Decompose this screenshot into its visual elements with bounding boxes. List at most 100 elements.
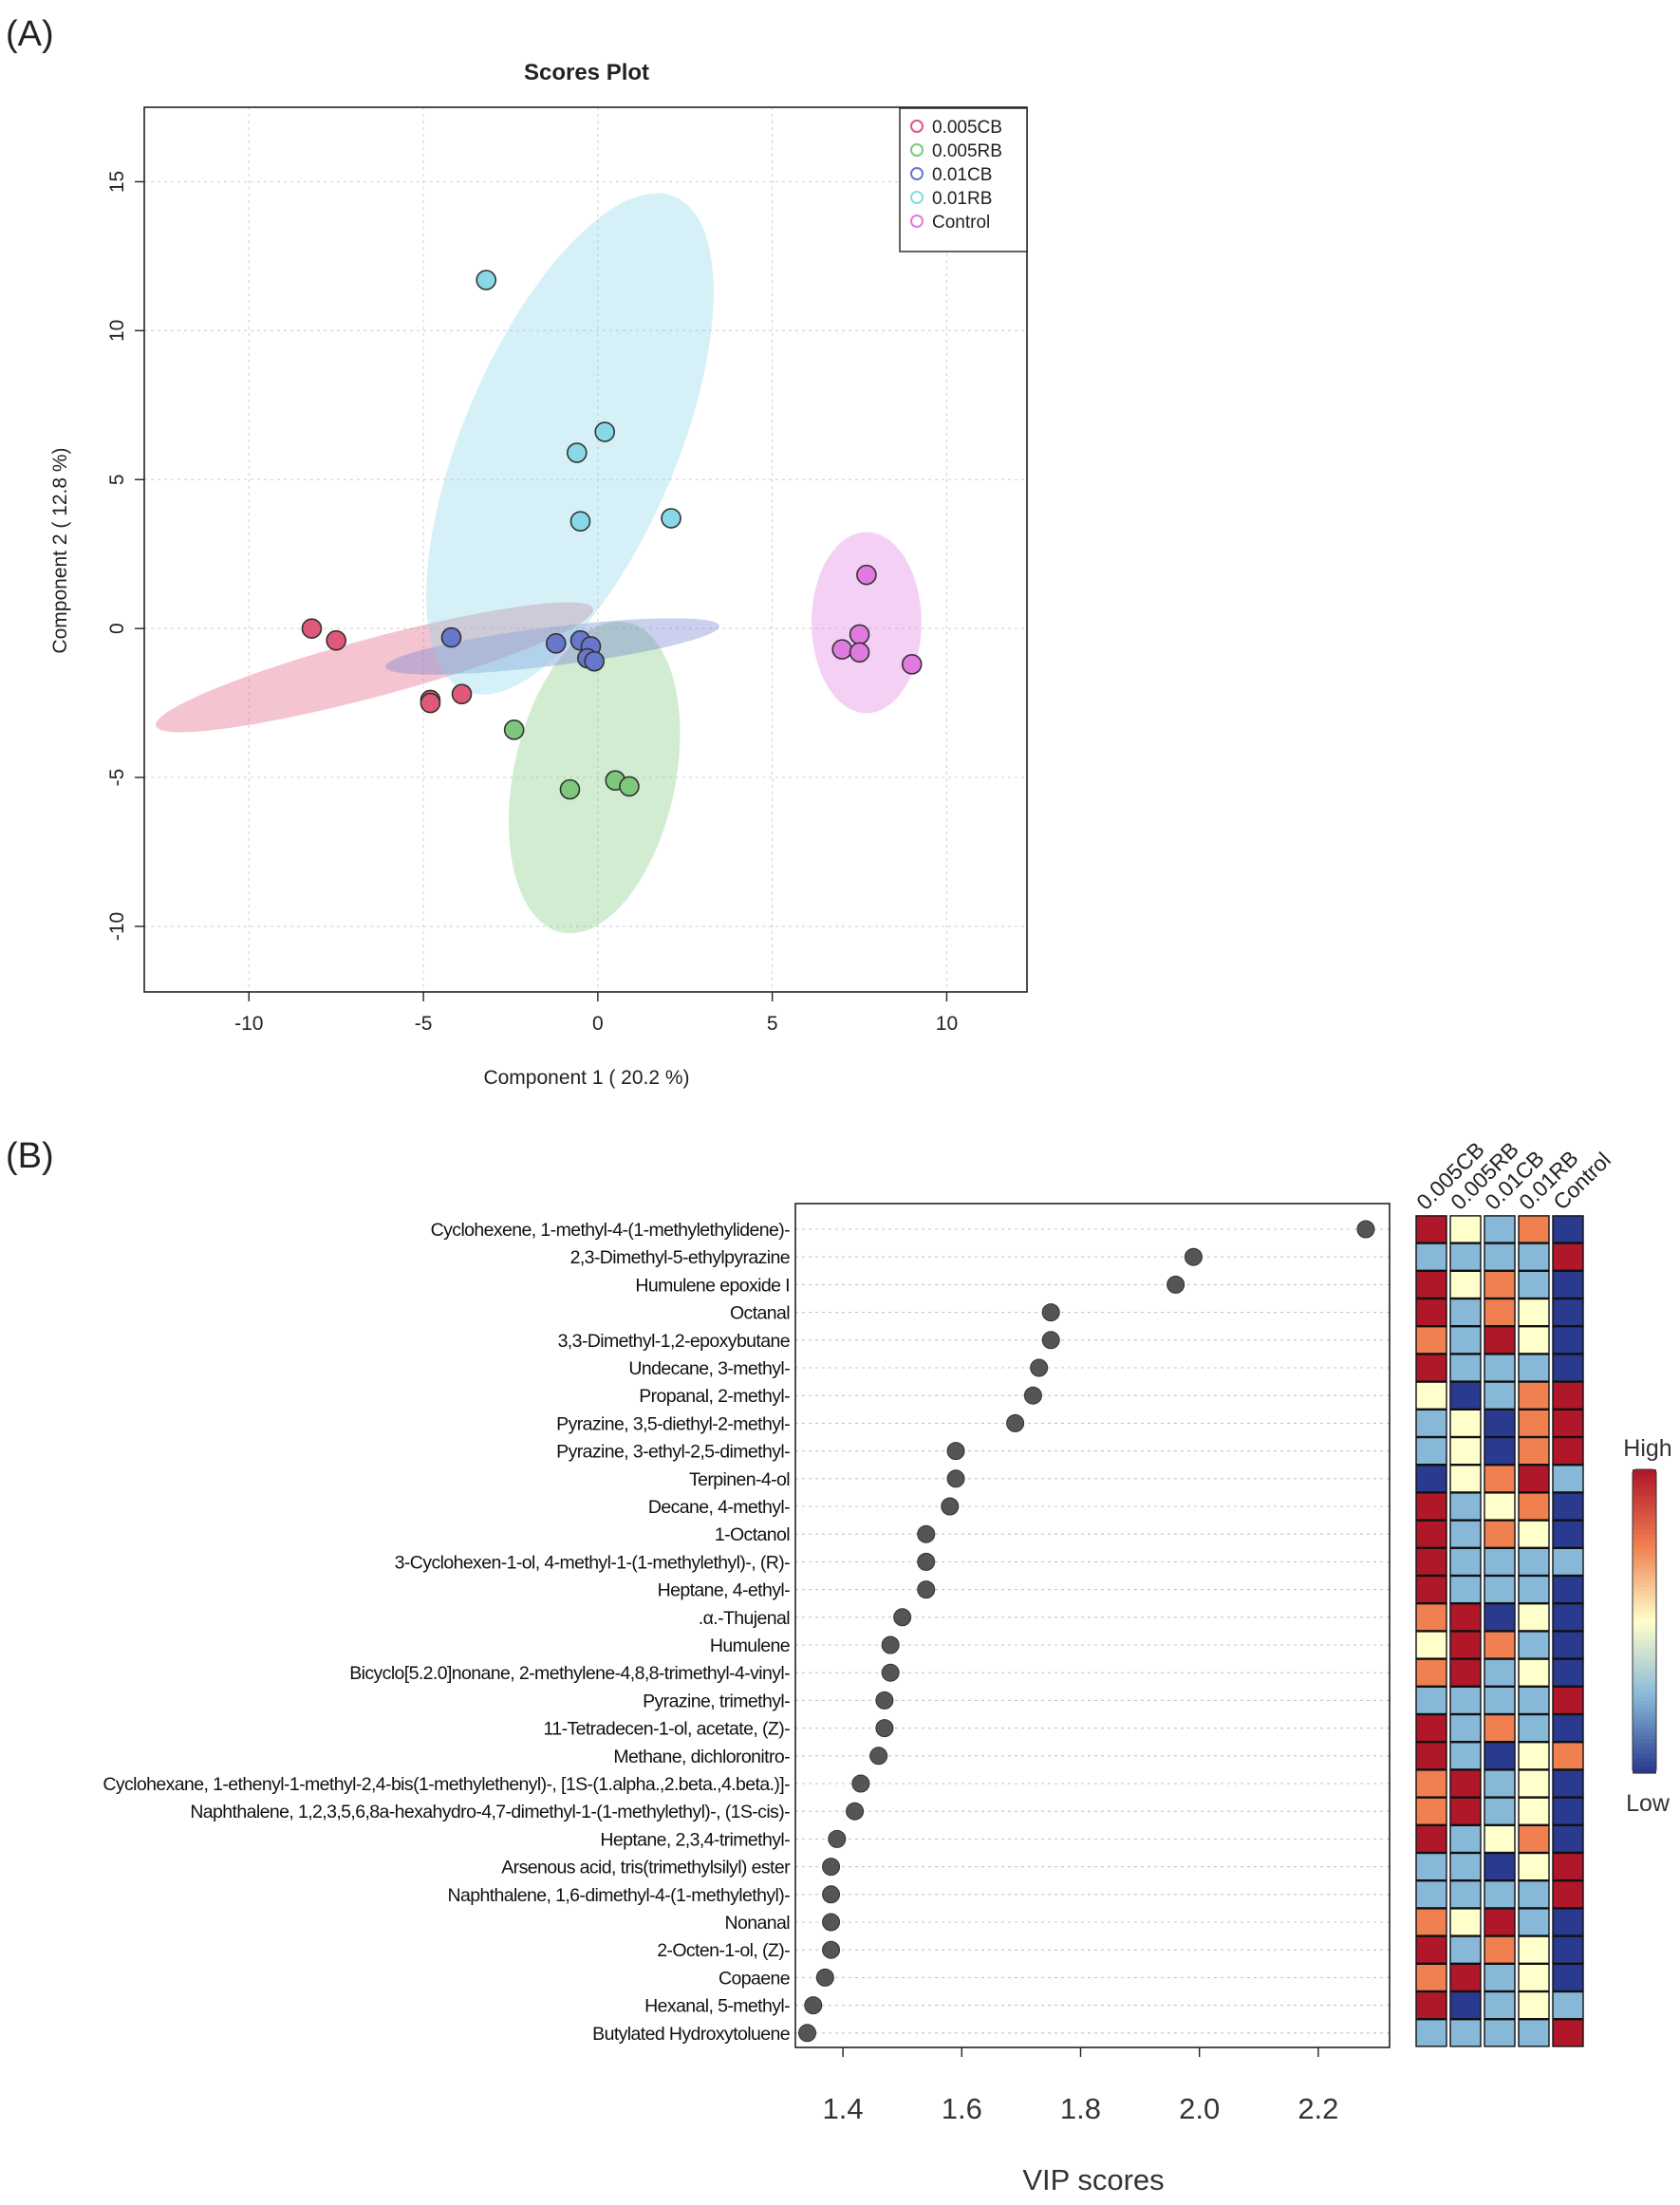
heatmap-cell [1552,1658,1584,1687]
score-point-Control [849,624,870,645]
score-point-0.005CB [301,618,323,639]
heatmap-cell [1518,1879,1550,1909]
heatmap-cell [1449,1935,1482,1964]
heatmap-cell [1484,1990,1516,2020]
heatmap-cell [1449,1797,1482,1825]
heatmap-cell [1484,1963,1516,1992]
heatmap-cell [1449,1298,1482,1327]
color-scale-band [1633,1709,1656,1713]
vip-x-axis-label: VIP scores [1022,2163,1164,2196]
vip-point [941,1497,960,1516]
color-scale-band [1633,1690,1656,1694]
heatmap-cell [1449,1990,1482,2020]
legend-label: 0.01RB [932,189,992,209]
feature-label: Copaene [719,1968,790,1989]
heatmap-cell [1518,1243,1550,1271]
heatmap-cell [1518,1824,1550,1854]
feature-label: Bicyclo[5.2.0]nonane, 2-methylene-4,8,8-… [349,1663,790,1684]
vip-point [869,1747,888,1766]
heatmap-cell [1552,1492,1584,1521]
color-scale-band [1633,1671,1656,1675]
heatmap-cell [1552,1713,1584,1743]
score-point-0.01RB [661,508,681,529]
heatmap-cell [1552,1963,1584,1992]
heatmap-cell [1552,1602,1584,1632]
heatmap-cell [1552,1215,1584,1243]
score-point-Control [901,654,923,675]
heatmap-cell [1415,1436,1447,1466]
color-scale-band [1633,1674,1656,1679]
vip-point [917,1552,936,1571]
color-scale-band [1633,1602,1656,1607]
scores-plot-title: Scores Plot [524,60,649,85]
vip-point [822,1858,841,1877]
heatmap-cell [1415,1769,1447,1798]
heatmap-cell [1484,1935,1516,1964]
vip-point [917,1580,936,1599]
heatmap-cell [1518,1215,1550,1243]
heatmap-cell [1415,1797,1447,1825]
color-scale-band [1633,1655,1656,1660]
vip-point [798,2024,817,2043]
heatmap-cell [1518,1575,1550,1604]
heatmap-cell [1449,1464,1482,1493]
heatmap-cell [1415,1325,1447,1355]
color-scale-band [1633,1682,1656,1687]
score-point-0.01CB [545,633,567,654]
heatmap-cell [1518,1741,1550,1770]
score-point-0.01RB [476,270,497,290]
color-scale-band [1633,1538,1656,1542]
heatmap-cell [1484,1686,1516,1715]
legend-label: 0.005CB [932,118,1002,138]
color-scale-band [1633,1629,1656,1634]
vip-point [881,1635,900,1654]
heatmap-cell [1415,1631,1447,1659]
heatmap-cell [1415,1492,1447,1521]
heatmap-cell [1449,1769,1482,1798]
heatmap-cell [1484,1492,1516,1521]
heatmap-cell [1518,1298,1550,1327]
heatmap-cell [1415,1963,1447,1992]
color-scale-band [1633,1568,1656,1573]
color-scale-band [1633,1560,1656,1565]
vip-heatmap [1415,1215,1584,2047]
legend-label: 0.01CB [932,165,992,185]
vip-point [1041,1303,1060,1322]
heatmap-cell [1484,1908,1516,1936]
heatmap-cell [1518,1769,1550,1798]
color-scale-band [1633,1769,1656,1774]
heatmap-cell [1415,1354,1447,1382]
legend-marker-0.005CB [910,120,924,133]
heatmap-cell [1484,1602,1516,1632]
color-scale-band [1633,1762,1656,1766]
heatmap-cell [1449,1575,1482,1604]
vip-point [1023,1386,1042,1405]
color-scale-band [1633,1606,1656,1611]
feature-label: 2,3-Dimethyl-5-ethylpyrazine [570,1247,790,1268]
heatmap-cell [1449,1409,1482,1438]
heatmap-cell [1484,1547,1516,1577]
feature-label: Octanal [730,1303,790,1324]
heatmap-cell [1484,1575,1516,1604]
scores-plot-y-axis-label: Component 2 ( 12.8 %) [49,447,71,653]
color-scale-band [1633,1705,1656,1710]
heatmap-cell [1552,1354,1584,1382]
heatmap-cell [1415,1741,1447,1770]
feature-label: 3,3-Dimethyl-1,2-epoxybutane [558,1331,790,1352]
color-scale: High Low [1623,1435,1671,1817]
vip-tick-label: 1.8 [1060,2092,1101,2125]
heatmap-cell [1518,1492,1550,1521]
heatmap-cell [1484,1298,1516,1327]
heatmap-cell [1449,1908,1482,1936]
heatmap-cell [1449,1520,1482,1548]
feature-label: Methane, dichloronitro- [613,1747,790,1767]
heatmap-cell [1484,1741,1516,1770]
heatmap-cell [1552,1741,1584,1770]
heatmap-cell [1484,2018,1516,2047]
color-scale-band [1633,1492,1656,1497]
y-tick-label: 15 [106,171,128,193]
heatmap-cell [1484,1520,1516,1548]
heatmap-cell [1415,1381,1447,1410]
score-point-0.01CB [584,650,605,672]
vip-x-axis: 1.4 1.6 1.8 2.0 2.2 [823,2047,1338,2125]
